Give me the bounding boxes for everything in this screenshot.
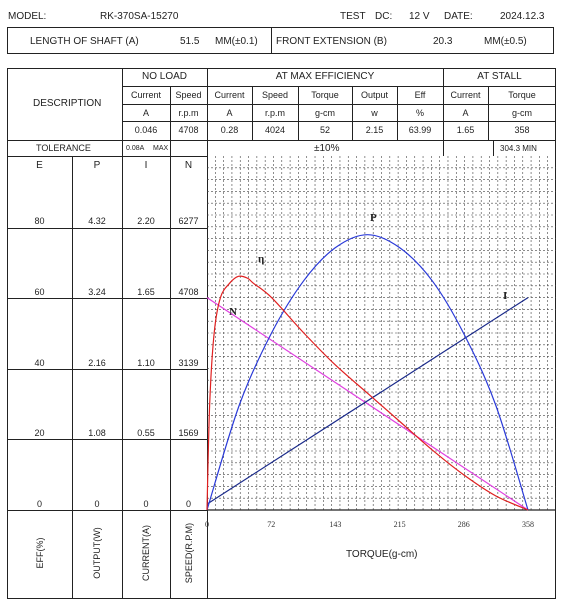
- scale-value: 40: [34, 358, 45, 368]
- series-label: N: [229, 306, 237, 318]
- spec-column-header: Torque: [311, 90, 339, 100]
- series-label: η: [258, 253, 264, 265]
- front-value: 20.3: [433, 36, 453, 47]
- description-label: DESCRIPTION: [33, 98, 102, 109]
- spec-column-unit: g-cm: [315, 108, 335, 118]
- scale-value: 3.24: [88, 287, 106, 297]
- group-max-eff: AT MAX EFFICIENCY: [275, 71, 375, 82]
- scale-value: 3139: [178, 358, 199, 368]
- tolerance-no-load: 0.08A: [126, 145, 145, 152]
- shaft-box: [7, 27, 554, 54]
- x-tick-label: 358: [522, 520, 534, 529]
- scale-value: 0.55: [137, 428, 155, 438]
- spec-column-header: Current: [450, 90, 481, 100]
- scale-value: 1569: [178, 428, 199, 438]
- scale-value: 20: [34, 428, 45, 438]
- scale-value: 6277: [178, 216, 199, 226]
- scale-value: 0: [143, 499, 149, 509]
- spec-column-unit: A: [142, 108, 149, 118]
- scale-header: P: [93, 160, 101, 171]
- spec-column-unit: g-cm: [512, 108, 532, 118]
- scale-value: 4.32: [88, 216, 106, 226]
- series-N-line: [206, 297, 529, 511]
- spec-column-unit: r.p.m: [178, 108, 199, 118]
- spec-column-unit: A: [462, 108, 469, 118]
- spec-column-unit: r.p.m: [264, 108, 285, 118]
- scale-value: 1.08: [88, 428, 106, 438]
- spec-column-value: 358: [514, 125, 530, 135]
- shaft-value: 51.5: [180, 36, 200, 47]
- series-P-line: [206, 234, 529, 511]
- spec-column-value: 52: [319, 125, 330, 135]
- spec-table: [7, 68, 556, 599]
- date-label: DATE:: [444, 11, 473, 22]
- spec-column-value: 4024: [264, 125, 286, 135]
- tolerance-center: ±10%: [314, 143, 340, 154]
- scale-value: 0: [185, 499, 191, 509]
- scale-value: 0: [36, 499, 42, 509]
- series-label: P: [370, 212, 377, 224]
- scale-value: 60: [34, 287, 45, 297]
- spec-column-value: 1.65: [456, 125, 475, 135]
- tolerance-max: MAX: [153, 145, 169, 152]
- dc-value: 12 V: [409, 11, 430, 22]
- spec-column-value: 63.99: [408, 125, 432, 135]
- scale-value: 0: [94, 499, 100, 509]
- scale-value: 1.65: [137, 287, 155, 297]
- spec-column-unit: A: [226, 108, 233, 118]
- scale-value: 2.16: [88, 358, 106, 368]
- x-tick-label: 0: [205, 520, 209, 529]
- tolerance-stall: 304.3 MIN: [500, 144, 537, 153]
- front-label: FRONT EXTENSION (B): [276, 36, 387, 47]
- shaft-unit: MM(±0.1): [215, 36, 258, 47]
- spec-column-header: Current: [130, 90, 161, 100]
- model-label: MODEL:: [8, 11, 47, 22]
- date-value: 2024.12.3: [500, 11, 545, 22]
- model-value: RK-370SA-15270: [100, 11, 179, 22]
- spec-column-unit: %: [415, 108, 424, 118]
- x-tick-label: 215: [394, 520, 406, 529]
- x-tick-label: 286: [458, 520, 470, 529]
- scale-header: N: [184, 160, 193, 171]
- x-tick-label: 143: [329, 520, 341, 529]
- scale-value: 80: [34, 216, 45, 226]
- x-axis-label: TORQUE(g-cm): [346, 549, 418, 560]
- scale-value: 4708: [178, 287, 199, 297]
- series-I-line: [206, 297, 529, 505]
- x-tick-label: 72: [267, 520, 275, 529]
- series-label: I: [503, 290, 507, 302]
- series-E-line: [206, 275, 529, 511]
- test-label: TEST: [340, 11, 366, 22]
- group-no-load: NO LOAD: [141, 71, 187, 82]
- spec-column-header: Output: [360, 90, 389, 100]
- scale-value: 1.10: [137, 358, 155, 368]
- dc-label: DC:: [375, 11, 393, 22]
- shaft-label: LENGTH OF SHAFT (A): [30, 36, 139, 47]
- spec-column-header: Current: [214, 90, 245, 100]
- spec-column-header: Speed: [261, 90, 289, 100]
- scale-header: I: [144, 160, 148, 171]
- spec-column-value: 2.15: [365, 125, 384, 135]
- scale-value: 2.20: [137, 216, 155, 226]
- spec-column-value: 4708: [178, 125, 199, 135]
- tolerance-label: TOLERANCE: [36, 143, 91, 153]
- front-unit: MM(±0.5): [484, 36, 527, 47]
- spec-column-value: 0.28: [220, 125, 239, 135]
- spec-column-header: Speed: [175, 90, 202, 100]
- spec-column-header: Torque: [508, 90, 536, 100]
- spec-column-unit: w: [371, 108, 378, 118]
- spec-column-value: 0.046: [134, 125, 158, 135]
- scale-header: E: [36, 160, 43, 171]
- group-stall: AT STALL: [477, 71, 522, 82]
- spec-column-header: Eff: [414, 90, 426, 100]
